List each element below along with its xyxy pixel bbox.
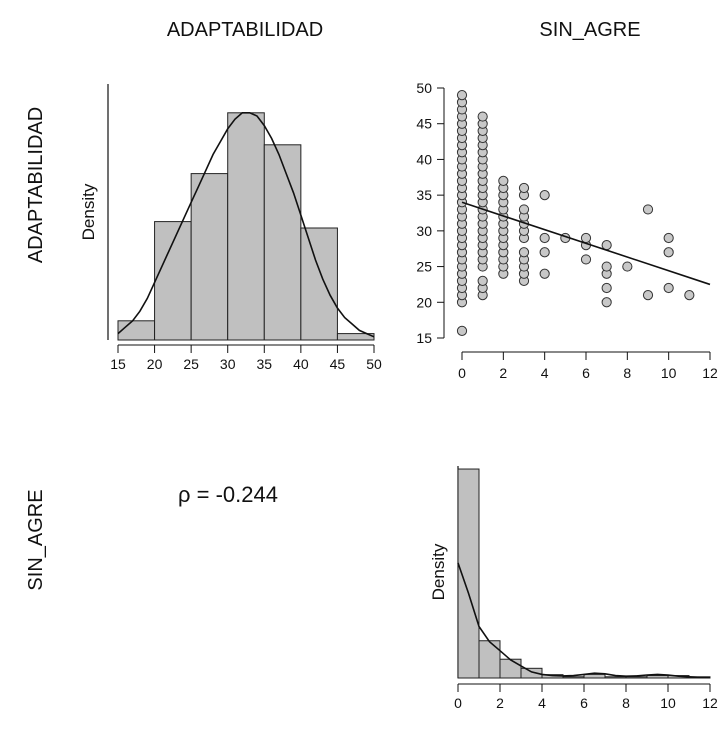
y-tick-label: 45 [416, 116, 432, 132]
histogram-bar [520, 667, 543, 679]
density-curve [117, 112, 375, 338]
histogram-bar [646, 675, 669, 679]
histogram-bar [227, 112, 265, 341]
scatter-point [601, 261, 612, 272]
scatter-point [601, 297, 612, 308]
histogram-bar [336, 333, 375, 341]
y-tick-label: 30 [416, 223, 432, 239]
x-tick-label: 6 [582, 365, 590, 381]
y-tick-label: 20 [416, 294, 432, 310]
scatter-point [684, 290, 695, 301]
scatter-point [456, 325, 468, 336]
x-tick-label: 0 [454, 695, 462, 711]
x-tick-label: 2 [499, 365, 507, 381]
adaptabilidad-histogram: Density 15 20 25 30 35 40 45 50 [79, 84, 382, 372]
x-tick-label: 45 [330, 356, 346, 372]
scatter-point [580, 232, 592, 244]
y-tick-label: 50 [416, 80, 432, 96]
scatter-point [622, 261, 633, 272]
row-header-sin-agre: SIN_AGRE [25, 489, 47, 590]
x-tick-label: 12 [702, 695, 718, 711]
x-tick-label: 15 [110, 356, 126, 372]
scatter-point [477, 111, 488, 122]
histogram-bar [300, 227, 338, 341]
scatter-point [539, 232, 550, 244]
x-tick-label: 6 [580, 695, 588, 711]
histogram-bar [499, 658, 522, 679]
x-tick-label: 30 [220, 356, 236, 372]
y-tick-label: 40 [416, 151, 432, 167]
x-tick-label: 10 [661, 365, 677, 381]
x-tick-label: 35 [256, 356, 272, 372]
x-tick-label: 50 [366, 356, 382, 372]
scatter-point [518, 204, 530, 215]
scatter-point [663, 232, 674, 244]
sin-agre-histogram: Density 0 2 4 6 8 10 12 [429, 466, 718, 711]
histogram-bar [263, 144, 302, 341]
scatter-point [663, 282, 674, 294]
x-tick-label: 10 [660, 695, 676, 711]
x-tick-label: 4 [538, 695, 546, 711]
histogram-bar [154, 221, 192, 341]
scatter-point [456, 90, 468, 101]
histogram-bar [190, 173, 229, 341]
scatter-point [518, 247, 530, 258]
density-axis-label: Density [429, 543, 448, 600]
scatter-point [642, 290, 654, 301]
scatter-point [539, 268, 550, 279]
y-tick-label: 15 [416, 330, 432, 346]
histogram-bar [583, 673, 606, 679]
histogram-bar [478, 640, 501, 679]
scatter-point [663, 247, 674, 258]
scatter-point [498, 175, 509, 186]
x-tick-label: 8 [622, 695, 630, 711]
x-tick-label: 25 [183, 356, 199, 372]
column-header-adaptabilidad: ADAPTABILIDAD [167, 19, 323, 41]
histogram-bar [562, 676, 585, 679]
y-tick-label: 25 [416, 259, 432, 275]
scatter-plot-panel: 15 20 25 30 35 40 45 50 0 2 4 6 8 10 12 [416, 80, 718, 381]
scatter-point [539, 190, 550, 201]
scatter-point [539, 247, 550, 258]
x-tick-label: 12 [702, 365, 718, 381]
scatter-point [601, 282, 612, 294]
density-axis-label: Density [79, 183, 98, 240]
histogram-bar [117, 320, 156, 341]
y-tick-label: 35 [416, 187, 432, 203]
scatter-point [642, 204, 654, 215]
row-header-adaptabilidad: ADAPTABILIDAD [25, 107, 47, 263]
density-curve [457, 562, 711, 679]
x-tick-label: 8 [623, 365, 631, 381]
histogram-bar [604, 676, 627, 679]
histogram-bar [457, 468, 480, 679]
regression-line [461, 201, 711, 286]
x-tick-label: 2 [496, 695, 504, 711]
scatter-point [477, 275, 488, 286]
x-tick-label: 4 [541, 365, 549, 381]
scatter-point [580, 254, 592, 265]
correlation-value: ρ = -0.244 [178, 482, 278, 507]
x-tick-label: 40 [293, 356, 309, 372]
column-header-sin-agre: SIN_AGRE [539, 19, 640, 41]
histogram-bar [625, 676, 648, 679]
x-tick-label: 0 [458, 365, 466, 381]
x-tick-label: 20 [147, 356, 163, 372]
scatter-point [518, 182, 530, 194]
